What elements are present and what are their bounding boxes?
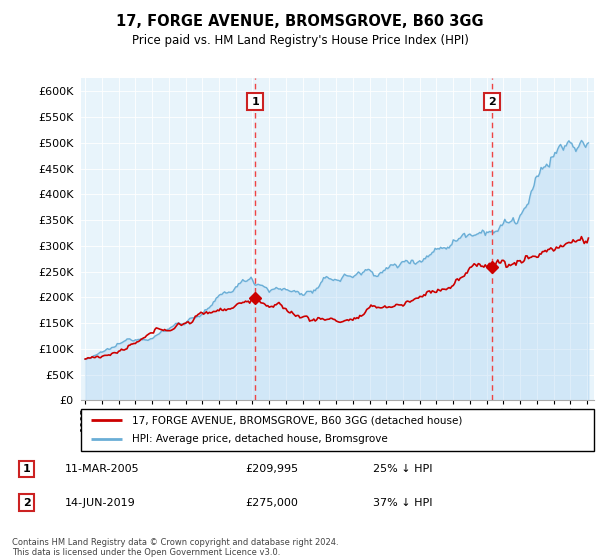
Text: £209,995: £209,995 xyxy=(245,464,298,474)
Text: 2: 2 xyxy=(23,497,31,507)
Text: £275,000: £275,000 xyxy=(245,497,298,507)
Text: 14-JUN-2019: 14-JUN-2019 xyxy=(64,497,135,507)
Text: 1: 1 xyxy=(23,464,31,474)
Text: 17, FORGE AVENUE, BROMSGROVE, B60 3GG (detached house): 17, FORGE AVENUE, BROMSGROVE, B60 3GG (d… xyxy=(133,415,463,425)
Text: Contains HM Land Registry data © Crown copyright and database right 2024.
This d: Contains HM Land Registry data © Crown c… xyxy=(12,538,338,557)
Text: 2: 2 xyxy=(488,96,496,106)
FancyBboxPatch shape xyxy=(81,409,594,451)
Text: 37% ↓ HPI: 37% ↓ HPI xyxy=(373,497,433,507)
Text: 25% ↓ HPI: 25% ↓ HPI xyxy=(373,464,433,474)
Text: 1: 1 xyxy=(251,96,259,106)
Text: Price paid vs. HM Land Registry's House Price Index (HPI): Price paid vs. HM Land Registry's House … xyxy=(131,34,469,46)
Text: HPI: Average price, detached house, Bromsgrove: HPI: Average price, detached house, Brom… xyxy=(133,435,388,445)
Text: 17, FORGE AVENUE, BROMSGROVE, B60 3GG: 17, FORGE AVENUE, BROMSGROVE, B60 3GG xyxy=(116,14,484,29)
Text: 11-MAR-2005: 11-MAR-2005 xyxy=(64,464,139,474)
